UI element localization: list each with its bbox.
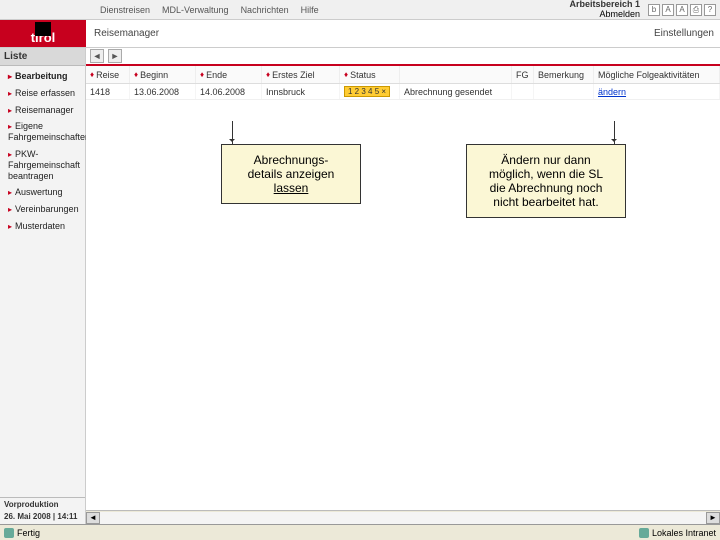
- breadcrumb-text: Reisemanager: [94, 28, 159, 39]
- top-menubar: Dienstreisen MDL-Verwaltung Nachrichten …: [0, 0, 720, 20]
- td-status: 1 2 3 4 5 ×: [340, 84, 400, 99]
- th-reise[interactable]: ♦Reise: [86, 66, 130, 83]
- th-status[interactable]: ♦Status: [340, 66, 400, 83]
- callout-line: nicht bearbeitet hat.: [477, 195, 615, 209]
- td-statustext: Abrechnung gesendet: [400, 84, 512, 99]
- action-aendern[interactable]: ändern: [598, 87, 626, 97]
- callout-aendern: Ändern nur dann möglich, wenn die SL die…: [466, 144, 626, 218]
- status-icon: [4, 528, 14, 538]
- logout-link[interactable]: Abmelden: [599, 10, 640, 20]
- sidebar-list: Bearbeitung Reise erfassen Reisemanager …: [0, 66, 85, 237]
- sort-icon: ♦: [134, 70, 138, 79]
- workspace-info: Arbeitsbereich 1 Abmelden: [569, 0, 640, 19]
- th-bem[interactable]: Bemerkung: [534, 66, 594, 83]
- th-beginn[interactable]: ♦Beginn: [130, 66, 196, 83]
- callout-line: möglich, wenn die SL: [477, 167, 615, 181]
- sidebar-item-musterdaten[interactable]: Musterdaten: [0, 218, 85, 235]
- toolbar: ◄ ►: [86, 48, 720, 66]
- td-reise: 1418: [86, 84, 130, 99]
- sidebar-item-reise-erfassen[interactable]: Reise erfassen: [0, 85, 85, 102]
- th-ziel[interactable]: ♦Erstes Ziel: [262, 66, 340, 83]
- table-row[interactable]: 1418 13.06.2008 14.06.2008 Innsbruck 1 2…: [86, 84, 720, 100]
- sidebar-item-vereinbarungen[interactable]: Vereinbarungen: [0, 201, 85, 218]
- sort-icon: ♦: [266, 70, 270, 79]
- sidebar-item-reisemanager[interactable]: Reisemanager: [0, 102, 85, 119]
- td-ende: 14.06.2008: [196, 84, 262, 99]
- toolbar-next-icon[interactable]: ►: [108, 49, 122, 63]
- callout-line: details anzeigen: [232, 167, 350, 181]
- callout-line: Ändern nur dann: [477, 153, 615, 167]
- browser-statusbar: Fertig Lokales Intranet: [0, 524, 720, 540]
- header-row: tirol Reisemanager Einstellungen: [0, 20, 720, 48]
- topbar-icon-group: b A A ⎙ ?: [648, 4, 716, 16]
- scroll-right-icon[interactable]: ►: [706, 512, 720, 524]
- settings-link[interactable]: Einstellungen: [654, 20, 720, 47]
- status-right: Lokales Intranet: [639, 528, 716, 538]
- callout-pointer: [614, 121, 615, 145]
- sidebar-item-auswertung[interactable]: Auswertung: [0, 184, 85, 201]
- th-fg[interactable]: FG: [512, 66, 534, 83]
- top-nav: Dienstreisen MDL-Verwaltung Nachrichten …: [100, 5, 319, 15]
- sidebar-footer-env: Vorproduktion: [0, 497, 85, 511]
- status-left: Fertig: [4, 528, 40, 538]
- sidebar-item-fahrgemeinschaften[interactable]: Eigene Fahrgemeinschaften: [0, 118, 85, 146]
- logo: tirol: [0, 20, 86, 47]
- icon-a1[interactable]: b: [648, 4, 660, 16]
- zone-icon: [639, 528, 649, 538]
- th-statustext: [400, 66, 512, 83]
- print-icon[interactable]: ⎙: [690, 4, 702, 16]
- breadcrumb: Reisemanager: [86, 20, 654, 47]
- status-badge: 1 2 3 4 5 ×: [344, 86, 390, 97]
- callout-line: die Abrechnung noch: [477, 181, 615, 195]
- sidebar: Liste Bearbeitung Reise erfassen Reisema…: [0, 48, 86, 524]
- callout-details: Abrechnungs- details anzeigen lassen: [221, 144, 361, 204]
- nav-dienstreisen[interactable]: Dienstreisen: [100, 5, 150, 15]
- icon-a3[interactable]: A: [676, 4, 688, 16]
- scroll-left-icon[interactable]: ◄: [86, 512, 100, 524]
- td-action: ändern: [594, 84, 720, 99]
- sort-icon: ♦: [90, 70, 94, 79]
- status-text: Fertig: [17, 528, 40, 538]
- td-bem: [534, 84, 594, 99]
- sidebar-item-pkw-fg[interactable]: PKW-Fahrgemeinschaft beantragen: [0, 146, 85, 184]
- table-header: ♦Reise ♦Beginn ♦Ende ♦Erstes Ziel ♦Statu…: [86, 66, 720, 84]
- content-area: ◄ ► ♦Reise ♦Beginn ♦Ende ♦Erstes Ziel ♦S…: [86, 48, 720, 524]
- th-aktivitaeten[interactable]: Mögliche Folgeaktivitäten: [594, 66, 720, 83]
- td-fg: [512, 84, 534, 99]
- td-beginn: 13.06.2008: [130, 84, 196, 99]
- help-icon[interactable]: ?: [704, 4, 716, 16]
- main: Liste Bearbeitung Reise erfassen Reisema…: [0, 48, 720, 524]
- logo-text: tirol: [31, 30, 56, 45]
- sidebar-spacer: [0, 237, 85, 497]
- zone-text: Lokales Intranet: [652, 528, 716, 538]
- callout-pointer: [232, 121, 233, 145]
- nav-nachrichten[interactable]: Nachrichten: [241, 5, 289, 15]
- sidebar-item-bearbeitung[interactable]: Bearbeitung: [0, 68, 85, 85]
- horizontal-scrollbar[interactable]: ◄ ►: [86, 510, 720, 524]
- scroll-track[interactable]: [100, 512, 706, 524]
- nav-mdl[interactable]: MDL-Verwaltung: [162, 5, 229, 15]
- th-ende[interactable]: ♦Ende: [196, 66, 262, 83]
- toolbar-prev-icon[interactable]: ◄: [90, 49, 104, 63]
- callout-line: Abrechnungs-: [232, 153, 350, 167]
- callout-line: lassen: [232, 181, 350, 195]
- td-ziel: Innsbruck: [262, 84, 340, 99]
- nav-hilfe[interactable]: Hilfe: [301, 5, 319, 15]
- sort-icon: ♦: [200, 70, 204, 79]
- icon-a2[interactable]: A: [662, 4, 674, 16]
- sort-icon: ♦: [344, 70, 348, 79]
- sidebar-footer-time: 26. Mai 2008 | 14:11: [0, 511, 85, 524]
- sidebar-header: Liste: [0, 48, 85, 66]
